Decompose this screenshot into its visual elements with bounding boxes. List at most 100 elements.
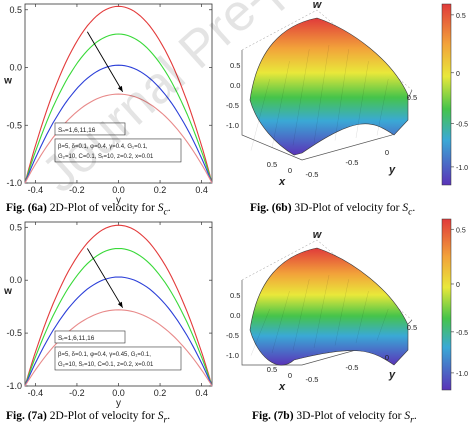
y-tick-label: -1.0 — [6, 381, 22, 391]
fig6b-plot: 0.5 0.0 -0.5 -1.0 0.5 0 -0.5 x -0.5 0 0.5 y w 0.5 0 -0.… — [222, 0, 474, 205]
y-tick-label: -0.5 — [346, 363, 359, 372]
mesh-line — [376, 308, 389, 341]
mesh-line — [271, 61, 290, 149]
trend-arrowhead — [117, 85, 123, 92]
fig6b-svg: 0.5 0.0 -0.5 -1.0 0.5 0 -0.5 x -0.5 0 0.5 y w 0.5 0 -0.… — [226, 0, 468, 188]
w-tick-label: 0.0 — [230, 81, 240, 90]
x-tick-label: -0.5 — [306, 170, 319, 179]
x-tick-label: -0.2 — [69, 388, 85, 398]
x-axis-label: y — [116, 398, 121, 408]
fig6a-svg: 0.5 0.0 -0.5 -1.0 -0.4 -0.2 0.0 0.2 0.4 y w Sₙ=1,6,… — [3, 3, 213, 206]
mesh-line — [250, 78, 270, 151]
y-tick-label: 0.5 — [9, 222, 22, 232]
y-tick-label: 0 — [385, 353, 389, 362]
x-tick-label: 0.4 — [195, 388, 208, 398]
x-tick-label: 0.0 — [112, 388, 125, 398]
colorbar-tick-label: 0.5 — [456, 227, 466, 234]
fig7b-svg: 0.5 0.0 -0.5 -1.0 0.5 0 -0.5 x -0.5 0 0.5 y w 0.5 0 -0.… — [226, 218, 468, 393]
y-tick-label: -0.5 — [6, 328, 22, 338]
legend-line-2: β=5, δ=0.1, φ=0.4, γ=0.4, G₁=0.1, — [58, 144, 148, 150]
mesh-line — [334, 49, 349, 141]
legend-line-3: G₂=10, Sᵣ=10, C=0.1, z=0.2, x=0.01 — [58, 362, 154, 368]
colorbar-tick-label: 0 — [456, 282, 460, 289]
w-tick-label: -0.5 — [226, 101, 239, 110]
y-tick-label: -0.5 — [346, 158, 359, 167]
w-tick-label: 0.0 — [230, 311, 240, 320]
y-axis-label: w — [3, 76, 12, 87]
series-line-3 — [24, 64, 213, 184]
x-axis-label: y — [116, 195, 121, 205]
colorbar — [441, 218, 452, 391]
box-back — [241, 239, 413, 321]
mesh-line — [292, 49, 310, 146]
colorbar-tick-label: -0.5 — [456, 121, 468, 128]
colorbar-tick-label: -1.0 — [456, 165, 468, 172]
x-tick-label: -0.4 — [28, 388, 44, 398]
w-tick-label: 0.5 — [230, 291, 240, 300]
x-tick-label: 0.5 — [267, 365, 277, 374]
y-tick-label: -1.0 — [6, 178, 22, 188]
fig6a-caption: Fig. (6a) 2D-Plot of velocity for Sc. — [6, 202, 171, 218]
colorbar-tick-label: 0 — [456, 71, 460, 78]
series-line-4 — [24, 309, 213, 387]
colorbar-tick-label: -0.5 — [456, 330, 468, 337]
y-tick-label: 0 — [385, 148, 389, 157]
y-axis-label: w — [3, 286, 12, 297]
fig7a-plot: 0.5 0.0 -0.5 -1.0 -0.4 -0.2 0.0 0.2 0.4 y w Sᵣ=1,6,… — [0, 218, 220, 409]
legend-line-3: G₂=10, C=0.1, Sᵣ=10, z=0.2, x=0.01 — [58, 154, 154, 160]
mesh-line — [313, 274, 330, 349]
x-tick-label: -0.2 — [69, 185, 85, 195]
x-tick-label: 0.4 — [195, 185, 208, 195]
mesh-line — [313, 44, 330, 144]
fig7a-svg: 0.5 0.0 -0.5 -1.0 -0.4 -0.2 0.0 0.2 0.4 y w Sᵣ=1,6,… — [3, 221, 213, 409]
x-tick-label: 0.2 — [154, 388, 167, 398]
w-tick-label: -1.0 — [226, 351, 239, 360]
y-axis-label: y — [388, 164, 396, 176]
y-tick-label: -0.5 — [6, 120, 22, 130]
x-tick-label: -0.4 — [28, 185, 44, 195]
w-tick-label: 0.5 — [230, 61, 240, 70]
fig7a-caption: Fig. (7a) 2D-Plot of velocity for Sr. — [6, 410, 171, 426]
box-back — [241, 9, 413, 91]
x-tick-label: -0.5 — [306, 375, 319, 384]
fig6b-caption: Fig. (6b) 3D-Plot of velocity for Sc. — [250, 202, 416, 218]
x-tick-label: 0 — [288, 371, 292, 380]
velocity-surface — [249, 247, 409, 366]
y-tick-label: 0.0 — [9, 275, 22, 285]
mesh-line — [334, 279, 349, 346]
trend-arrowhead — [117, 301, 123, 308]
legend-line-2: β=5, δ=0.1, φ=0.4, γ=0.45, G₁=0.1, — [58, 352, 151, 358]
x-axis-label: x — [278, 176, 286, 188]
fig7b-caption: Fig. (7b) 3D-Plot of velocity for Sr. — [252, 410, 417, 426]
series-line-2 — [24, 33, 213, 184]
legend-line-1: Sᵣ=1,6,11,16 — [58, 335, 95, 342]
legend-box-1 — [54, 122, 126, 136]
series-line-3 — [24, 276, 213, 387]
series-line-1 — [24, 5, 213, 184]
mesh-line — [376, 78, 389, 136]
mesh-line — [250, 308, 270, 356]
fig6a-plot: 0.5 0.0 -0.5 -1.0 -0.4 -0.2 0.0 0.2 0.4 y w Sₙ=1,6,… — [0, 0, 220, 206]
w-axis-label: w — [313, 0, 323, 11]
colorbar — [441, 3, 452, 186]
x-tick-label: 0 — [288, 166, 292, 175]
x-tick-label: 0.2 — [154, 185, 167, 195]
legend-box-1 — [54, 330, 126, 344]
legend-line-1: Sₙ=1,6,11,16 — [58, 127, 96, 134]
w-axis-label: w — [313, 229, 323, 241]
y-tick-label: 0.5 — [9, 5, 22, 15]
y-tick-label: 0.5 — [407, 323, 417, 332]
trend-arrow — [86, 31, 124, 92]
legend-box-2 — [54, 346, 182, 371]
series-line-2 — [24, 247, 213, 387]
y-tick-label: 0.0 — [9, 63, 22, 73]
mesh-line — [355, 291, 369, 344]
y-axis-label: y — [388, 369, 396, 381]
x-tick-label: 0.5 — [267, 160, 277, 169]
mesh-line — [355, 61, 369, 139]
w-tick-label: -1.0 — [226, 121, 239, 130]
mesh-line — [292, 279, 310, 351]
colorbar-tick-label: 0.5 — [456, 13, 466, 20]
trend-arrow — [86, 248, 124, 308]
x-tick-label: 0.0 — [112, 185, 125, 195]
